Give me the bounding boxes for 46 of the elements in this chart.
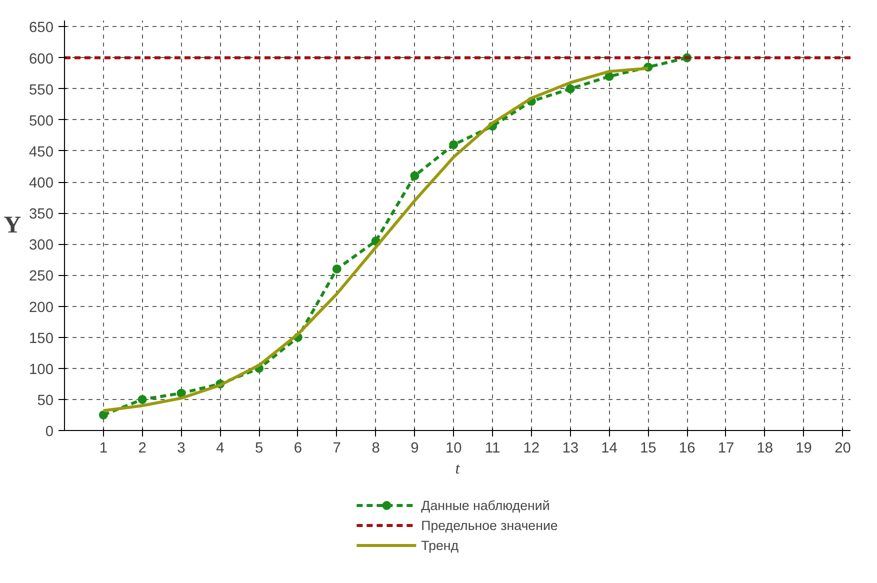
y-tick-label: 400 <box>29 176 54 192</box>
legend-label: Тренд <box>421 538 459 552</box>
x-tick-label: 19 <box>796 440 812 456</box>
point <box>138 394 147 404</box>
x-tick-label: 1 <box>99 440 108 456</box>
x-tick-label: 18 <box>756 440 774 456</box>
y-tick-label: 250 <box>29 268 54 285</box>
point <box>98 410 108 420</box>
x-tick-label: 14 <box>601 440 618 456</box>
x-tick-label: 20 <box>834 440 851 456</box>
point <box>566 84 575 94</box>
y-tick-label: 350 <box>29 206 54 223</box>
y-tick-label: 550 <box>29 82 54 98</box>
point <box>176 388 186 398</box>
x-tick-label: 2 <box>138 440 146 456</box>
x-tick-label: 10 <box>445 440 462 456</box>
x-tick-label: 6 <box>294 440 302 456</box>
y-tick-label: 650 <box>29 20 54 36</box>
point <box>449 140 458 150</box>
legend-label: Предельное значение <box>421 518 558 532</box>
x-tick-label: 11 <box>484 440 500 456</box>
x-tick-label: 8 <box>372 440 380 456</box>
y-tick-label: 100 <box>29 362 54 378</box>
x-axis-title: t <box>455 460 460 478</box>
x-tick-label: 12 <box>523 440 540 456</box>
x-tick-label: 5 <box>254 440 264 456</box>
point <box>332 264 342 274</box>
y-tick-label: 200 <box>29 300 54 316</box>
y-axis-title: Y <box>4 212 22 238</box>
x-tick-label: 16 <box>678 440 696 456</box>
y-tick-label: 500 <box>29 113 54 130</box>
x-tick-label: 15 <box>640 440 656 456</box>
y-tick-label: 300 <box>29 238 54 254</box>
x-tick-label: 4 <box>216 440 224 456</box>
y-tick-label: 600 <box>29 51 54 68</box>
y-tick-label: 450 <box>29 144 54 160</box>
legend-label: Данные наблюдений <box>421 498 550 512</box>
x-tick-label: 3 <box>177 440 186 456</box>
x-tick-label: 17 <box>718 440 734 456</box>
y-tick-label: 0 <box>45 424 54 440</box>
x-tick-label: 7 <box>332 440 341 456</box>
x-tick-label: 9 <box>410 440 419 456</box>
y-tick-label: 50 <box>37 392 54 409</box>
x-tick-label: 13 <box>562 440 579 456</box>
point <box>410 171 420 180</box>
y-tick-label: 150 <box>29 330 54 347</box>
